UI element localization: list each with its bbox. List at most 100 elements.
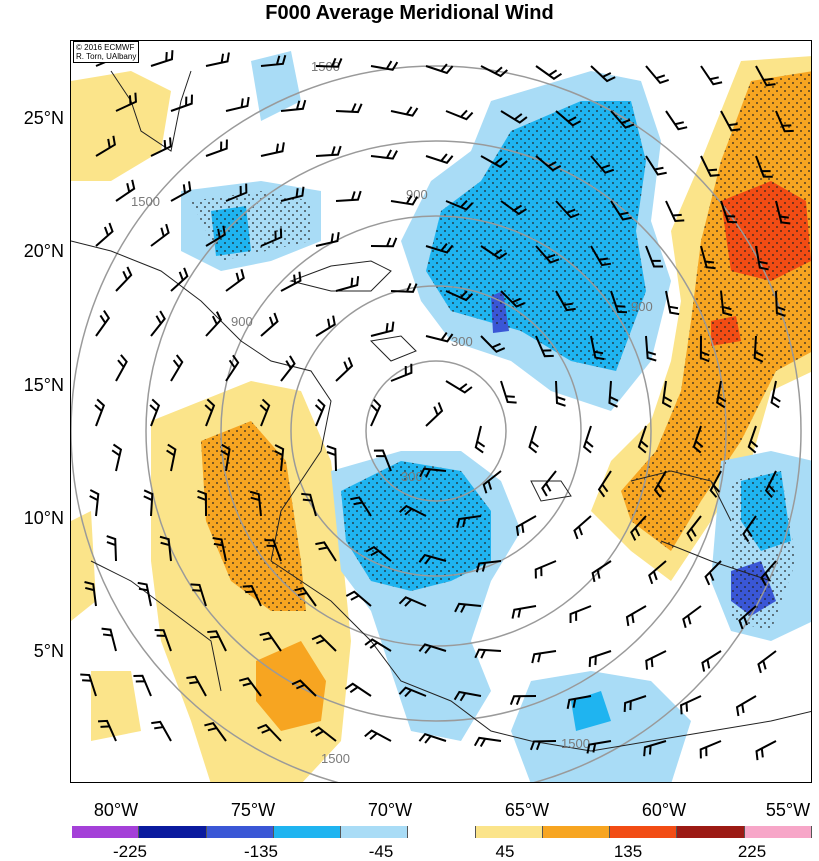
wind-barb-137 <box>456 515 482 528</box>
wind-barb-24 <box>720 110 741 132</box>
wind-barb-135 <box>350 496 372 517</box>
wind-barb-7 <box>480 65 508 78</box>
wind-barb-6 <box>425 63 454 75</box>
wind-barb-65 <box>115 266 133 292</box>
wind-barb-11 <box>700 65 723 86</box>
colorbar-swatch-2 <box>206 826 274 838</box>
wind-barb-95 <box>335 357 354 382</box>
credit-line-ecmwf: © 2016 ECMWF <box>76 43 135 52</box>
wind-barb-41 <box>225 183 248 202</box>
wind-barb-157 <box>137 581 152 607</box>
wind-barb-155 <box>760 560 777 587</box>
wind-barb-75 <box>665 290 680 316</box>
wind-barb-8 <box>535 65 563 80</box>
wind-barb-93 <box>225 354 240 382</box>
lat-label-25n: 25°N <box>23 108 64 128</box>
wind-barb-179 <box>645 650 667 670</box>
wind-barb-35 <box>590 155 615 174</box>
wind-barb-122 <box>373 449 392 472</box>
wind-barb-77 <box>775 290 786 317</box>
wind-barb-83 <box>370 321 395 337</box>
wind-barb-9 <box>590 65 616 83</box>
wind-barb-121 <box>326 445 337 472</box>
wind-barb-172 <box>259 631 282 652</box>
wind-barb-187 <box>344 682 372 697</box>
wind-barb-170 <box>154 629 172 652</box>
wind-barb-79 <box>150 310 166 337</box>
wind-barb-153 <box>648 560 667 585</box>
wind-barb-60 <box>535 245 560 264</box>
wind-barb-134 <box>301 492 317 517</box>
wind-barb-201 <box>418 732 447 744</box>
ring-label-300: 300 <box>451 334 473 349</box>
wind-barb-47 <box>555 200 580 219</box>
wind-barb-49 <box>665 200 685 222</box>
wind-barbs <box>80 48 794 761</box>
wind-barb-119 <box>220 443 231 472</box>
wind-barb-183 <box>133 674 152 697</box>
wind-barb-26 <box>95 135 116 157</box>
wind-barb-106 <box>204 398 216 427</box>
wind-barb-188 <box>398 686 427 698</box>
wind-barb-94 <box>280 355 296 382</box>
wind-barb-102 <box>716 380 727 409</box>
wind-barb-1 <box>150 50 174 67</box>
wind-barb-163 <box>454 602 482 613</box>
wind-barb-124 <box>482 470 502 494</box>
wind-barb-148 <box>365 545 392 562</box>
lon-label-55w: 55°W <box>765 800 811 820</box>
wind-barb-80 <box>205 311 223 337</box>
wind-barb-40 <box>170 181 192 202</box>
wind-barb-90 <box>753 335 764 363</box>
wind-barb-71 <box>445 290 474 302</box>
wind-barb-28 <box>205 139 228 157</box>
wind-barb-185 <box>238 677 262 697</box>
wind-barb-88 <box>645 335 657 362</box>
colorbar-swatch-0 <box>72 826 140 838</box>
wind-barb-159 <box>242 585 262 607</box>
wind-barb-109 <box>370 398 382 427</box>
ring-label-900-right: 900 <box>631 299 653 314</box>
wind-barb-192 <box>623 695 647 712</box>
wind-barb-66 <box>170 267 189 292</box>
wind-barb-146 <box>264 539 282 562</box>
wind-barb-2 <box>205 52 230 67</box>
sw-orange-core <box>256 641 326 731</box>
wind-barb-43 <box>335 190 362 202</box>
wind-barb-143 <box>106 535 117 562</box>
wind-barb-206 <box>699 740 722 759</box>
colorbar-swatch-7 <box>542 826 611 838</box>
wind-barb-30 <box>315 145 342 157</box>
wind-barb-175 <box>418 643 447 654</box>
wind-barb-19 <box>445 109 474 121</box>
wind-barb-203 <box>529 740 557 751</box>
colorbar-label-neg45: -45 <box>368 842 394 861</box>
wind-barb-197 <box>204 722 227 742</box>
wind-barb-125 <box>541 470 557 497</box>
wind-barb-38 <box>755 155 773 178</box>
wind-barb-29 <box>260 142 285 157</box>
wind-barb-21 <box>555 110 582 127</box>
wind-barb-72 <box>500 290 526 308</box>
colorbar-swatch-10 <box>744 826 812 838</box>
wind-barb-87 <box>590 335 605 361</box>
wind-barb-69 <box>335 276 360 292</box>
wind-barb-39 <box>115 179 136 202</box>
wind-barb-132 <box>197 489 207 517</box>
wind-barb-42 <box>280 186 305 202</box>
wind-barb-48 <box>610 200 632 221</box>
wind-barb-100 <box>608 380 619 408</box>
wind-barb-3 <box>260 54 287 67</box>
wind-barb-111 <box>474 425 486 454</box>
colorbar-swatch-5 <box>408 826 476 838</box>
wind-barb-12 <box>755 65 776 87</box>
wind-barb-136 <box>398 504 427 517</box>
colorbar-swatch-4 <box>341 826 409 838</box>
lon-label-70w: 70°W <box>367 800 413 820</box>
wind-barb-178 <box>588 650 612 667</box>
wind-barb-118 <box>166 443 177 472</box>
wind-barb-181 <box>757 650 777 674</box>
wind-barb-45 <box>445 199 474 211</box>
wind-barb-207 <box>755 740 777 761</box>
wind-barb-59 <box>480 245 508 260</box>
